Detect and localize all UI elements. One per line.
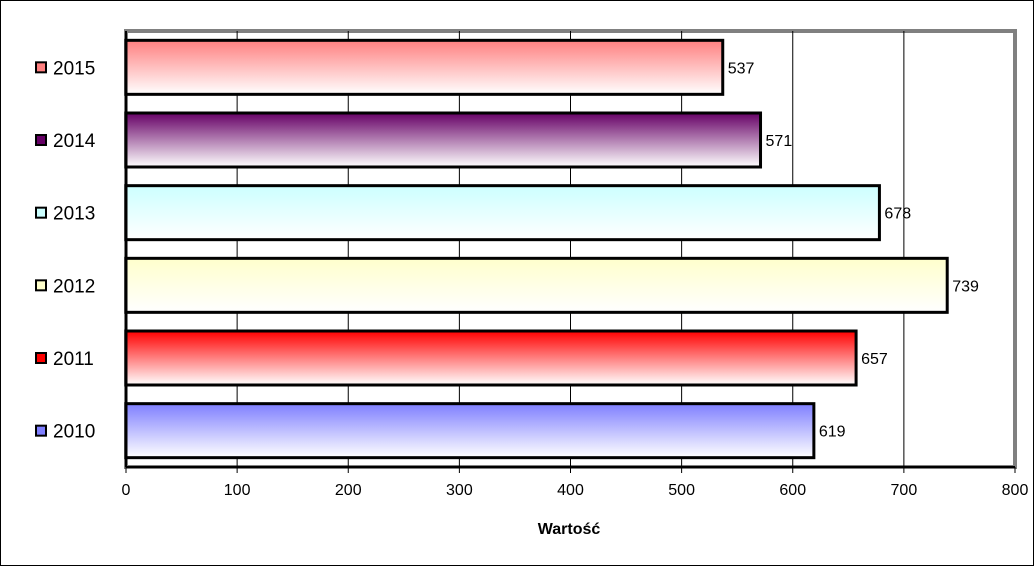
category-label-2010: 2010 (53, 422, 95, 443)
legend-marker-2012 (35, 279, 47, 292)
category-label-2015: 2015 (53, 58, 95, 79)
bar-2010 (124, 402, 816, 460)
data-label-2010: 619 (819, 424, 846, 441)
x-tick-label: 200 (335, 482, 362, 499)
category-label-2014: 2014 (53, 131, 96, 152)
x-tick-label: 0 (122, 482, 131, 499)
x-tick-label: 400 (557, 482, 584, 499)
y-axis: 2010 2011 2012 2013 2014 2015 (35, 31, 127, 467)
x-tick-label: 300 (446, 482, 473, 499)
data-label-2012: 739 (952, 278, 979, 295)
legend-marker-2010 (35, 424, 47, 437)
data-labels: 619 657 739 678 571 537 (728, 60, 979, 440)
data-label-2015: 537 (728, 60, 755, 77)
legend-marker-2011 (35, 352, 47, 364)
x-tick-label: 100 (224, 482, 251, 499)
legend-marker-2013 (35, 206, 47, 219)
bar-2012 (124, 256, 949, 314)
category-label-2011: 2011 (53, 349, 94, 370)
data-label-2011: 657 (861, 351, 888, 368)
bars (124, 38, 949, 460)
gridlines (236, 31, 905, 467)
data-label-2013: 678 (884, 206, 911, 223)
legend-marker-2015 (35, 61, 47, 74)
x-axis: 0 100 200 300 400 500 600 700 800 (122, 466, 1029, 499)
bar-2014 (124, 111, 763, 169)
bar-2013 (124, 184, 881, 242)
category-label-2012: 2012 (53, 276, 95, 297)
data-label-2014: 571 (766, 133, 793, 150)
category-label-2013: 2013 (53, 204, 95, 225)
x-tick-label: 800 (1002, 482, 1029, 499)
x-tick-label: 500 (668, 482, 695, 499)
legend-marker-2014 (35, 134, 47, 146)
x-tick-label: 700 (891, 482, 918, 499)
x-tick-label: 600 (779, 482, 806, 499)
bar-2015 (124, 38, 725, 96)
bar-2011 (124, 329, 858, 387)
x-axis-title: Wartość (538, 521, 601, 538)
